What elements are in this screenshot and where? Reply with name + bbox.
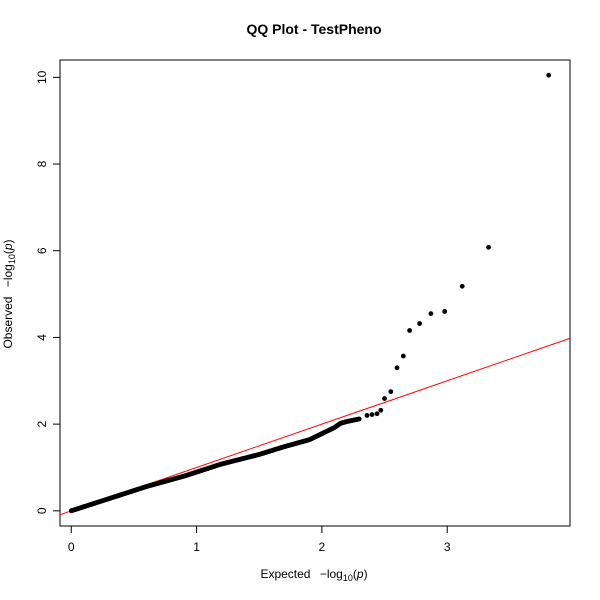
chart-title: QQ Plot - TestPheno: [246, 21, 381, 37]
y-axis-label-open: (: [1, 250, 15, 254]
qq-point: [486, 244, 491, 250]
plot-area: [59, 59, 571, 527]
x-tick-label: 2: [319, 540, 326, 554]
y-tick-label: 8: [35, 160, 49, 167]
x-tick-label: 0: [68, 540, 75, 554]
outlier-points: [364, 72, 552, 418]
qq-point: [400, 353, 406, 359]
x-axis-label-open: (: [353, 567, 357, 581]
plot-frame: [59, 59, 571, 527]
y-tick-label: 0: [35, 507, 49, 514]
y-tick-label: 10: [35, 70, 49, 84]
qq-point: [459, 283, 465, 289]
y-axis-label-close: ): [1, 239, 15, 243]
qq-point: [378, 407, 384, 413]
qq-point: [356, 416, 362, 422]
y-axis-label: Observed −log10(p): [1, 239, 17, 348]
y-axis: 0 2 4 6 8 10: [35, 70, 61, 514]
y-axis-label-prefix: Observed: [1, 297, 15, 349]
x-axis-label-close: ): [364, 567, 368, 581]
y-axis-label-minus-log: −log: [1, 264, 15, 287]
y-tick-label: 4: [35, 334, 49, 341]
qq-point: [407, 328, 413, 333]
x-axis-label-prefix: Expected: [260, 567, 310, 581]
qq-point: [546, 72, 552, 78]
x-axis-label-minus-log: −log: [320, 567, 343, 581]
bulk-points: [68, 416, 362, 514]
qq-point: [364, 413, 370, 418]
x-tick-label: 3: [444, 540, 451, 554]
x-tick-label: 1: [193, 540, 200, 554]
y-tick-label: 2: [35, 420, 49, 427]
x-axis: 0 1 2 3: [68, 525, 451, 554]
qq-point: [388, 389, 394, 395]
y-tick-label: 6: [35, 247, 49, 254]
y-axis-label-base: 10: [7, 254, 17, 264]
qq-point: [428, 311, 434, 316]
qq-point: [382, 396, 387, 401]
qq-point: [417, 321, 423, 326]
x-axis-label-var: p: [356, 567, 364, 581]
x-axis-label-base: 10: [343, 573, 353, 583]
qq-point: [369, 412, 375, 417]
qq-point: [374, 411, 380, 417]
y-axis-label-var: p: [1, 243, 15, 251]
reference-line: [60, 337, 570, 516]
qq-point: [394, 365, 400, 371]
qq-point: [442, 309, 448, 314]
x-axis-label: Expected −log10(p): [260, 567, 367, 583]
